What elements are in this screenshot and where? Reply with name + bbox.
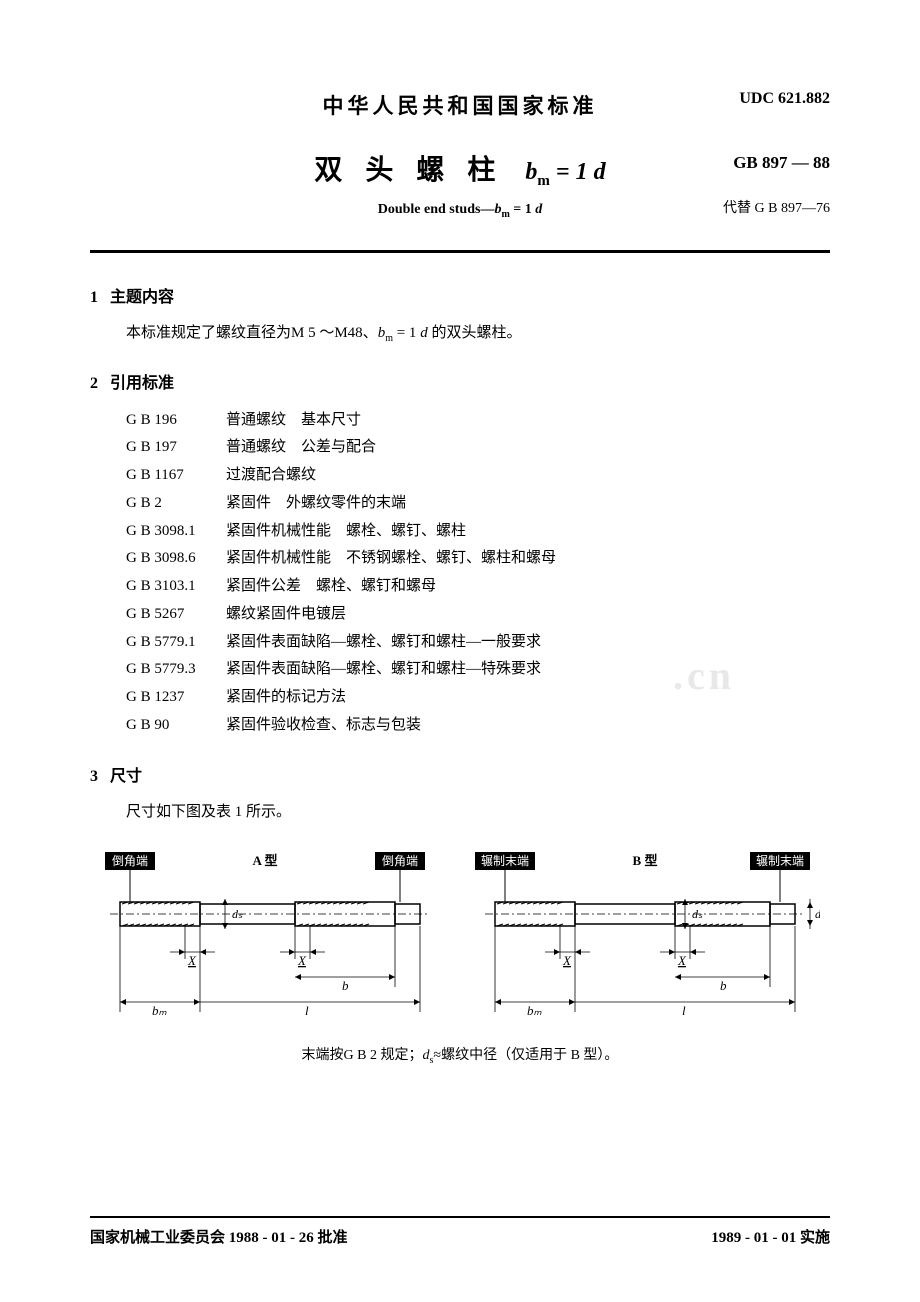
- svg-text:倒角端: 倒角端: [382, 854, 418, 868]
- stud-diagram-a: 倒角端 A 型 倒角端: [100, 847, 450, 1022]
- svg-text:X: X: [187, 953, 197, 968]
- gb-code: GB 897 — 88: [733, 153, 830, 173]
- header-divider: [90, 250, 830, 253]
- svg-text:b: b: [342, 978, 349, 993]
- svg-text:bₘ: bₘ: [152, 1003, 168, 1018]
- ref-item: G B 3098.1紧固件机械性能 螺栓、螺钉、螺柱: [126, 518, 830, 546]
- footer: 国家机械工业委员会 1988 - 01 - 26 批准 1989 - 01 - …: [90, 1216, 830, 1247]
- diagram-type-b: 辗制末端 B 型 辗制末端 dₛ: [470, 847, 820, 1022]
- diagrams-container: 倒角端 A 型 倒角端: [100, 847, 820, 1022]
- svg-text:X: X: [677, 953, 687, 968]
- diagram-type-a: 倒角端 A 型 倒角端: [100, 847, 450, 1022]
- ref-item: G B 197普通螺纹 公差与配合: [126, 434, 830, 462]
- ref-item: G B 2紧固件 外螺纹零件的末端: [126, 490, 830, 518]
- watermark: .cn: [673, 652, 735, 699]
- ref-item: G B 3103.1紧固件公差 螺栓、螺钉和螺母: [126, 573, 830, 601]
- section-1-title: 1主题内容: [90, 283, 830, 307]
- svg-text:A 型: A 型: [253, 853, 278, 868]
- svg-text:倒角端: 倒角端: [112, 854, 148, 868]
- section-1: 1主题内容 本标准规定了螺纹直径为M 5 ～M48、bm = 1 d 的双头螺柱…: [90, 283, 830, 347]
- implement-text: 1989 - 01 - 01 实施: [711, 1226, 830, 1247]
- section-1-text: 本标准规定了螺纹直径为M 5 ～M48、bm = 1 d 的双头螺柱。: [126, 321, 830, 347]
- svg-text:l: l: [682, 1003, 686, 1018]
- svg-text:dₛ: dₛ: [232, 907, 243, 921]
- svg-text:辗制末端: 辗制末端: [756, 853, 804, 868]
- section-2-title: 2引用标准: [90, 369, 830, 393]
- approval-text: 国家机械工业委员会 1988 - 01 - 26 批准: [90, 1226, 348, 1247]
- ref-item: G B 1167过渡配合螺纹: [126, 462, 830, 490]
- subtitle-row: Double end studs—bm = 1 d 代替 G B 897—76: [90, 200, 830, 220]
- english-subtitle: Double end studs—bm = 1 d: [378, 202, 543, 217]
- section-3: 3尺寸 尺寸如下图及表 1 所示。: [90, 762, 830, 826]
- svg-text:l: l: [305, 1003, 309, 1018]
- svg-text:辗制末端: 辗制末端: [481, 853, 529, 868]
- main-title-row: 双 头 螺 柱 bm = 1 d GB 897 — 88: [90, 148, 830, 190]
- stud-diagram-b: 辗制末端 B 型 辗制末端 dₛ: [470, 847, 820, 1022]
- svg-text:X: X: [297, 953, 307, 968]
- ref-item: G B 3098.6紧固件机械性能 不锈钢螺栓、螺钉、螺柱和螺母: [126, 545, 830, 573]
- svg-text:b: b: [720, 978, 727, 993]
- section-3-title: 3尺寸: [90, 762, 830, 786]
- svg-text:X: X: [562, 953, 572, 968]
- title-formula: bm = 1 d: [525, 159, 605, 185]
- replace-code: 代替 G B 897—76: [723, 197, 830, 217]
- svg-text:bₘ: bₘ: [527, 1003, 543, 1018]
- ref-item: G B 196普通螺纹 基本尺寸: [126, 407, 830, 435]
- svg-text:d: d: [815, 907, 820, 921]
- ref-item: G B 5267螺纹紧固件电镀层: [126, 601, 830, 629]
- footer-row: 国家机械工业委员会 1988 - 01 - 26 批准 1989 - 01 - …: [90, 1226, 830, 1247]
- section-3-text: 尺寸如下图及表 1 所示。: [126, 800, 830, 826]
- header: 中华人民共和国国家标准 UDC 621.882 双 头 螺 柱 bm = 1 d…: [90, 90, 830, 253]
- diagram-note: 末端按G B 2 规定；ds≈螺纹中径（仅适用于 B 型）。: [90, 1044, 830, 1066]
- svg-text:dₛ: dₛ: [692, 907, 703, 921]
- footer-divider: [90, 1216, 830, 1218]
- country-standard-title: 中华人民共和国国家标准: [90, 90, 830, 120]
- svg-text:B 型: B 型: [633, 853, 658, 868]
- udc-code: UDC 621.882: [739, 90, 830, 108]
- ref-item: G B 90紧固件验收检查、标志与包装: [126, 712, 830, 740]
- main-title: 双 头 螺 柱: [314, 155, 503, 186]
